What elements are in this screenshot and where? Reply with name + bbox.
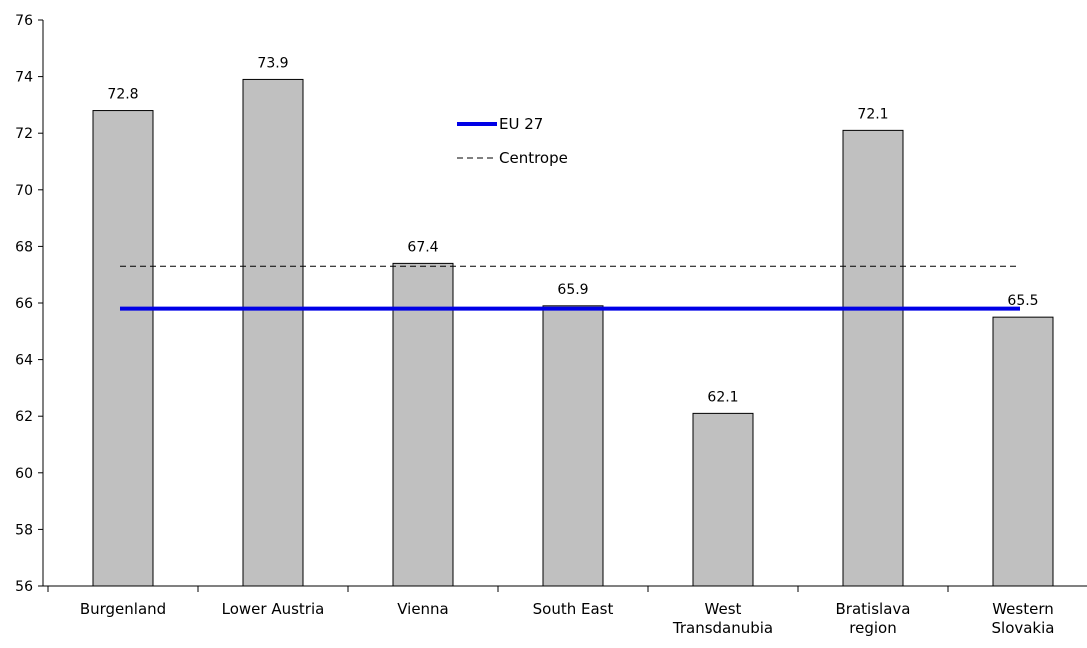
y-tick-label: 76: [15, 13, 33, 29]
x-tick-label-line: Vienna: [397, 600, 449, 618]
y-tick-label: 66: [15, 296, 33, 312]
y-tick-label: 56: [15, 579, 33, 595]
y-tick-label: 60: [15, 466, 33, 482]
x-tick-label-line: Slovakia: [992, 619, 1055, 637]
y-axis-ticks: 56 58 60 62 64 66 68 70 72 74 76: [15, 13, 43, 595]
reference-lines: [120, 265, 1020, 311]
x-tick-label-line: South East: [533, 600, 614, 618]
x-tick-label-line: Burgenland: [80, 600, 166, 618]
x-tick-label-line: region: [849, 619, 896, 637]
bar: [992, 316, 1054, 587]
data-label: 73.9: [257, 55, 288, 71]
bar: [92, 110, 154, 587]
data-label: 72.1: [857, 106, 888, 122]
data-label: 65.9: [557, 282, 588, 298]
bar: [542, 305, 604, 587]
x-tick-label: West Transdanubia: [672, 600, 773, 637]
bar: [842, 129, 904, 587]
y-tick-label: 68: [15, 239, 33, 255]
x-tick-label: South East: [533, 600, 614, 618]
y-tick-label: 64: [15, 353, 33, 369]
data-labels: 72.8 73.9 67.4 65.9 62.1 72.1 65.5: [107, 55, 1038, 405]
bar: [692, 412, 754, 587]
x-tick-label: Vienna: [397, 600, 449, 618]
x-tick-label: Burgenland: [80, 600, 166, 618]
data-label: 67.4: [407, 239, 438, 255]
data-label: 72.8: [107, 87, 138, 103]
x-tick-label-line: Transdanubia: [672, 619, 773, 637]
x-tick-label: Bratislava region: [836, 600, 911, 637]
bar: [242, 78, 304, 587]
y-tick-label: 72: [15, 126, 33, 142]
x-tick-label-line: Western: [992, 600, 1054, 618]
legend: EU 27 Centrope: [457, 115, 568, 167]
x-tick-label: Lower Austria: [222, 600, 325, 618]
legend-label: EU 27: [499, 115, 543, 133]
y-tick-label: 74: [15, 70, 33, 86]
y-tick-label: 62: [15, 409, 33, 425]
y-tick-label: 58: [15, 522, 33, 538]
data-label: 65.5: [1007, 293, 1038, 309]
x-tick-label-line: Lower Austria: [222, 600, 325, 618]
x-tick-label: Western Slovakia: [992, 600, 1055, 637]
x-axis-labels: Burgenland Lower Austria Vienna South East W…: [80, 600, 1055, 637]
x-tick-label-line: Bratislava: [836, 600, 911, 618]
y-tick-label: 70: [15, 183, 33, 199]
data-label: 62.1: [707, 389, 738, 405]
x-tick-label-line: West: [705, 600, 742, 618]
legend-label: Centrope: [499, 149, 568, 167]
bar: [392, 262, 454, 587]
bars: [92, 78, 1054, 587]
